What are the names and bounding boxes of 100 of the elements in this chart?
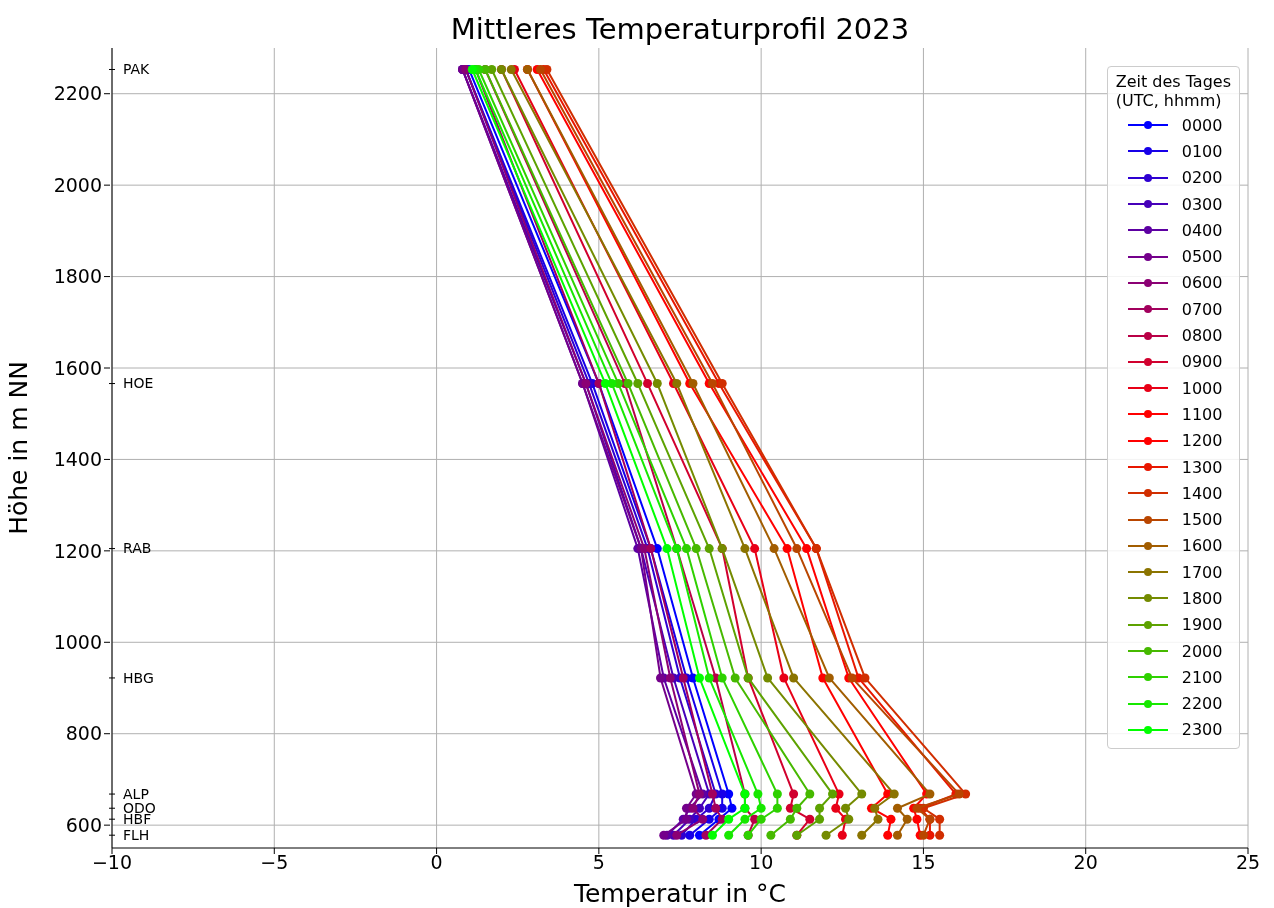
legend-label: 0200 bbox=[1181, 168, 1223, 188]
y-tick-label: 800 bbox=[65, 722, 102, 745]
x-tick-label: 5 bbox=[592, 851, 605, 874]
point bbox=[704, 673, 714, 683]
point bbox=[883, 830, 893, 840]
point bbox=[724, 814, 734, 824]
annotation: HOE bbox=[123, 375, 154, 392]
legend-label: 1000 bbox=[1181, 378, 1223, 398]
point bbox=[805, 814, 815, 824]
point bbox=[792, 803, 802, 813]
point bbox=[821, 830, 831, 840]
legend-label: 0300 bbox=[1181, 194, 1223, 214]
y-axis-title: Höhe in m NN bbox=[3, 361, 33, 535]
point bbox=[698, 814, 708, 824]
point bbox=[724, 830, 734, 840]
legend-label: 0700 bbox=[1181, 299, 1223, 319]
point bbox=[665, 673, 675, 683]
point bbox=[756, 814, 766, 824]
y-tick-label: 1000 bbox=[53, 630, 102, 653]
point bbox=[837, 830, 847, 840]
legend-label: 0100 bbox=[1181, 141, 1223, 161]
point bbox=[860, 673, 870, 683]
point bbox=[857, 830, 867, 840]
point bbox=[789, 673, 799, 683]
legend-label: 0600 bbox=[1181, 273, 1223, 293]
x-tick-label: 10 bbox=[749, 851, 774, 874]
legend-label: 1100 bbox=[1181, 404, 1223, 424]
legend-label: 1300 bbox=[1181, 457, 1223, 477]
point bbox=[902, 814, 912, 824]
x-tick-label: 15 bbox=[911, 851, 936, 874]
x-tick-label: −5 bbox=[260, 851, 289, 874]
legend-label: 1500 bbox=[1181, 510, 1223, 530]
point bbox=[828, 789, 838, 799]
x-axis-title: Temperatur in °C bbox=[572, 879, 787, 908]
point bbox=[681, 544, 692, 554]
point bbox=[841, 803, 851, 813]
point bbox=[824, 673, 834, 683]
legend-label: 2000 bbox=[1181, 641, 1223, 661]
point bbox=[672, 830, 682, 840]
legend-label: 2300 bbox=[1181, 720, 1223, 740]
legend-label: 0400 bbox=[1181, 220, 1223, 240]
point bbox=[802, 544, 812, 554]
point bbox=[769, 544, 779, 554]
point bbox=[691, 544, 701, 554]
point bbox=[805, 789, 815, 799]
point bbox=[740, 544, 750, 554]
point bbox=[662, 544, 672, 554]
point bbox=[935, 814, 945, 824]
point bbox=[704, 544, 714, 554]
point bbox=[766, 830, 776, 840]
point bbox=[730, 673, 740, 683]
legend-label: 0800 bbox=[1181, 326, 1223, 346]
point bbox=[870, 803, 880, 813]
point bbox=[727, 803, 737, 813]
point bbox=[772, 803, 782, 813]
x-tick-label: 25 bbox=[1235, 851, 1261, 874]
point bbox=[750, 544, 760, 554]
y-tick-label: 2000 bbox=[53, 173, 102, 196]
point bbox=[756, 803, 766, 813]
point bbox=[889, 789, 899, 799]
point bbox=[643, 379, 653, 389]
point bbox=[600, 379, 610, 389]
point bbox=[707, 830, 717, 840]
legend-label: 1200 bbox=[1181, 431, 1223, 451]
legend-label: 2100 bbox=[1181, 667, 1223, 687]
legend-label: 1600 bbox=[1181, 536, 1223, 556]
legend-title: Zeit des Tages (UTC, hhmm) bbox=[1115, 72, 1231, 110]
point bbox=[694, 673, 704, 683]
x-tick-label: 20 bbox=[1073, 851, 1098, 874]
point bbox=[892, 830, 902, 840]
legend-label: 1800 bbox=[1181, 588, 1223, 608]
point bbox=[652, 379, 662, 389]
point bbox=[912, 814, 922, 824]
point bbox=[785, 814, 795, 824]
point bbox=[711, 803, 721, 813]
point bbox=[753, 789, 763, 799]
annotation: PAK bbox=[123, 61, 151, 78]
legend-label: 0000 bbox=[1181, 115, 1223, 135]
point bbox=[772, 789, 782, 799]
point bbox=[681, 814, 692, 824]
annotation: RAB bbox=[123, 540, 152, 557]
y-tick-label: 1600 bbox=[53, 356, 102, 379]
annotation: ALP bbox=[123, 785, 149, 802]
y-tick-label: 1400 bbox=[53, 448, 102, 471]
point bbox=[886, 814, 896, 824]
point bbox=[857, 789, 867, 799]
point bbox=[763, 673, 773, 683]
legend-label: 1700 bbox=[1181, 562, 1223, 582]
point bbox=[792, 544, 802, 554]
point bbox=[935, 830, 945, 840]
annotation: FLH bbox=[123, 827, 150, 844]
x-tick-label: −10 bbox=[91, 851, 133, 874]
legend-label: 0500 bbox=[1181, 247, 1223, 267]
legend-label: 1900 bbox=[1181, 615, 1223, 635]
y-tick-label: 600 bbox=[65, 813, 102, 836]
point bbox=[633, 379, 643, 389]
point bbox=[740, 814, 750, 824]
point bbox=[672, 379, 682, 389]
point bbox=[789, 789, 799, 799]
point bbox=[873, 814, 883, 824]
